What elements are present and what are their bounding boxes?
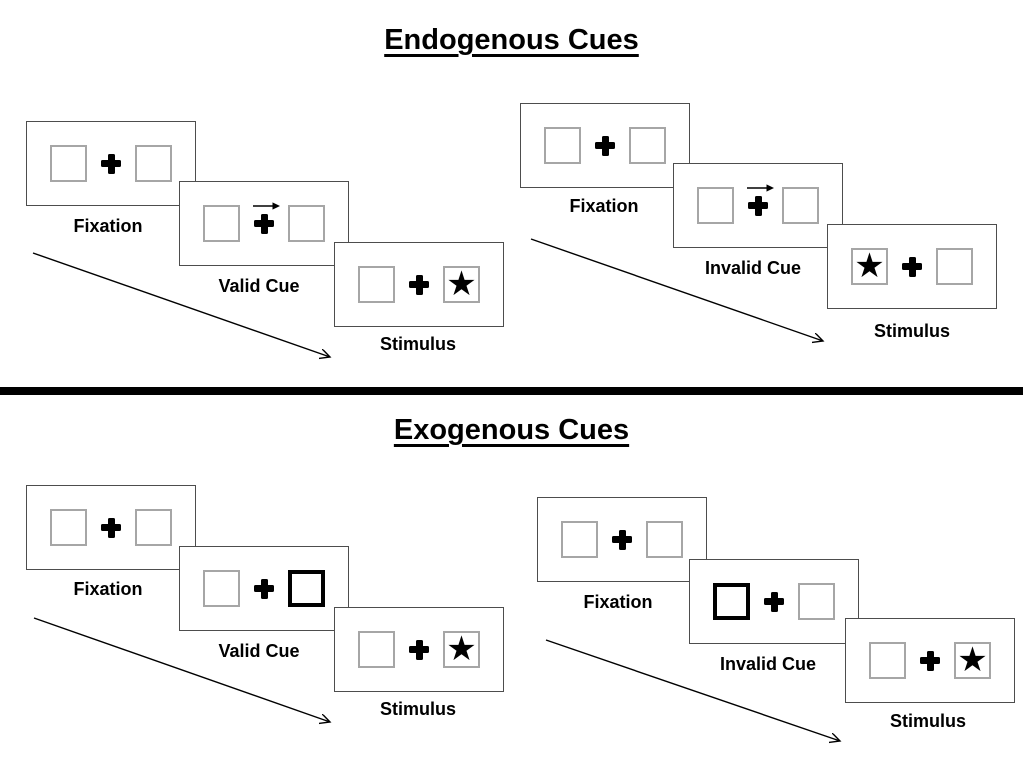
panel-label: Stimulus bbox=[379, 334, 457, 354]
left-placeholder-box bbox=[50, 509, 87, 546]
stimulus-panel: ★ bbox=[845, 618, 1015, 703]
right-placeholder-box bbox=[288, 205, 325, 242]
fixation-cross-icon bbox=[902, 256, 922, 277]
star-target-icon: ★ bbox=[957, 639, 988, 680]
stimulus-panel: ★ bbox=[334, 242, 504, 327]
panel-label: Stimulus bbox=[379, 699, 457, 719]
target-box: ★ bbox=[443, 266, 480, 303]
timeline-arrow bbox=[32, 252, 330, 357]
section-title-exogenous: Exogenous Cues bbox=[393, 414, 630, 446]
fixation-cross-with-cue bbox=[253, 201, 280, 234]
cue-panel bbox=[673, 163, 843, 248]
star-target-icon: ★ bbox=[446, 263, 477, 304]
left-placeholder-box bbox=[50, 145, 87, 182]
fixation-cross-icon bbox=[409, 639, 429, 660]
stimulus-panel: ★ bbox=[827, 224, 997, 309]
right-placeholder-box bbox=[135, 145, 172, 182]
panel-label: Fixation bbox=[73, 579, 143, 599]
panel-label: Valid Cue bbox=[218, 276, 300, 296]
fixation-cross-icon bbox=[764, 591, 784, 612]
star-target-icon: ★ bbox=[854, 245, 885, 286]
stimulus-panel: ★ bbox=[334, 607, 504, 692]
left-placeholder-box bbox=[869, 642, 906, 679]
right-arrow-icon bbox=[253, 201, 280, 210]
target-box: ★ bbox=[851, 248, 888, 285]
highlighted-cue-box bbox=[288, 570, 325, 607]
fixation-cross-with-cue bbox=[747, 183, 774, 216]
left-placeholder-box bbox=[561, 521, 598, 558]
fixation-cross-icon bbox=[595, 135, 615, 156]
fixation-cross-icon bbox=[101, 517, 121, 538]
panel-label: Invalid Cue bbox=[719, 654, 817, 674]
section-divider bbox=[0, 387, 1023, 395]
left-placeholder-box bbox=[203, 205, 240, 242]
cue-panel bbox=[179, 181, 349, 266]
fixation-cross-icon bbox=[920, 650, 940, 671]
star-target-icon: ★ bbox=[446, 628, 477, 669]
fixation-cross-icon bbox=[254, 578, 274, 599]
highlighted-cue-box bbox=[713, 583, 750, 620]
target-box: ★ bbox=[954, 642, 991, 679]
fixation-cross-icon bbox=[748, 195, 768, 216]
fixation-cross-icon bbox=[612, 529, 632, 550]
right-placeholder-box bbox=[629, 127, 666, 164]
panel-label: Fixation bbox=[73, 216, 143, 236]
panel-label: Invalid Cue bbox=[704, 258, 802, 278]
panel-label: Fixation bbox=[583, 592, 653, 612]
right-arrow-icon bbox=[747, 183, 774, 192]
right-placeholder-box bbox=[936, 248, 973, 285]
section-title-endogenous: Endogenous Cues bbox=[384, 24, 639, 56]
right-placeholder-box bbox=[646, 521, 683, 558]
fixation-cross-icon bbox=[254, 213, 274, 234]
fixation-panel bbox=[537, 497, 707, 582]
fixation-cross-icon bbox=[101, 153, 121, 174]
timeline-arrow bbox=[530, 238, 823, 341]
left-placeholder-box bbox=[358, 266, 395, 303]
panel-label: Valid Cue bbox=[218, 641, 300, 661]
cue-panel bbox=[689, 559, 859, 644]
left-placeholder-box bbox=[697, 187, 734, 224]
fixation-cross-icon bbox=[409, 274, 429, 295]
panel-label: Stimulus bbox=[873, 321, 951, 341]
right-placeholder-box bbox=[782, 187, 819, 224]
fixation-panel bbox=[26, 121, 196, 206]
left-placeholder-box bbox=[358, 631, 395, 668]
right-placeholder-box bbox=[798, 583, 835, 620]
cue-panel bbox=[179, 546, 349, 631]
left-placeholder-box bbox=[203, 570, 240, 607]
fixation-panel bbox=[520, 103, 690, 188]
panel-label: Stimulus bbox=[889, 711, 967, 731]
fixation-panel bbox=[26, 485, 196, 570]
target-box: ★ bbox=[443, 631, 480, 668]
right-placeholder-box bbox=[135, 509, 172, 546]
timeline-arrow bbox=[545, 639, 840, 741]
left-placeholder-box bbox=[544, 127, 581, 164]
panel-label: Fixation bbox=[569, 196, 639, 216]
timeline-arrow bbox=[33, 617, 330, 722]
